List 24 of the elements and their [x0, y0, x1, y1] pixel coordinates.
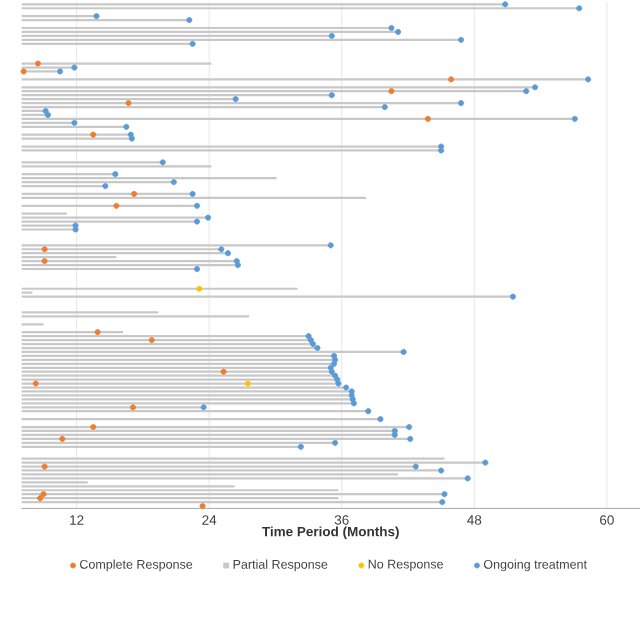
point — [94, 328, 101, 335]
point — [20, 68, 27, 75]
point — [37, 494, 44, 501]
point — [125, 99, 132, 106]
point — [244, 380, 251, 387]
point — [196, 285, 203, 292]
point — [41, 257, 48, 264]
point — [41, 463, 48, 470]
point — [59, 435, 66, 442]
point — [34, 60, 41, 67]
point — [113, 202, 120, 209]
point — [131, 190, 138, 197]
point — [90, 131, 97, 138]
point — [220, 368, 227, 375]
point — [388, 87, 395, 94]
point — [448, 76, 455, 83]
point — [199, 502, 206, 509]
point — [129, 404, 136, 410]
point — [32, 380, 39, 387]
point — [90, 423, 97, 430]
point — [40, 490, 47, 497]
point — [41, 245, 48, 252]
point — [148, 336, 155, 343]
point — [424, 115, 431, 122]
